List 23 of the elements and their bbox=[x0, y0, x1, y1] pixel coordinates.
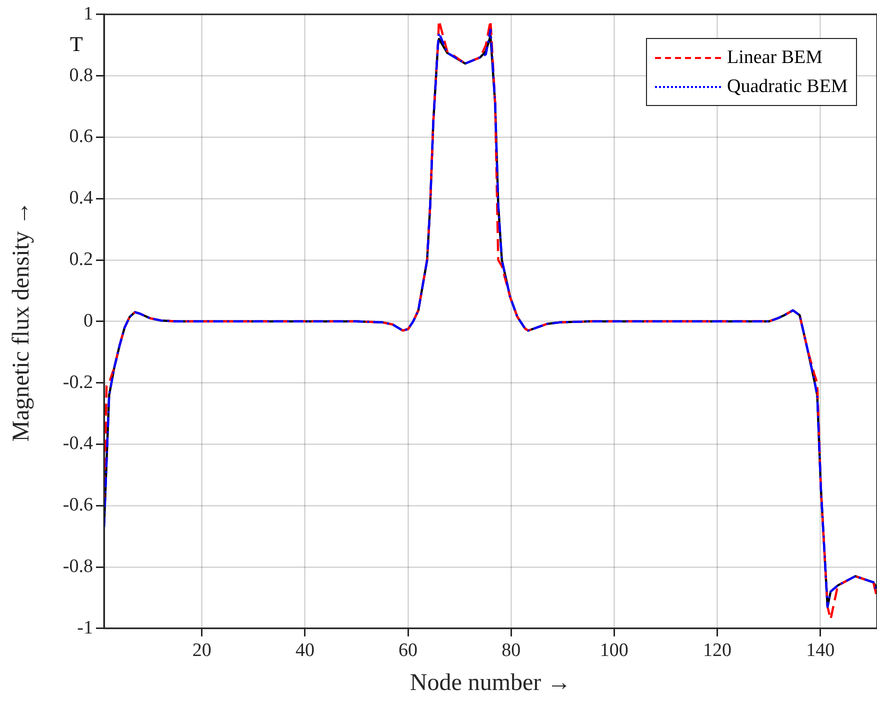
x-tick-label: 60 bbox=[398, 640, 418, 661]
y-tick-label: 0 bbox=[84, 310, 93, 332]
y-tick-label: 0.2 bbox=[69, 248, 93, 270]
y-tick-label: -0.8 bbox=[62, 556, 93, 577]
y-tick-label: -0.4 bbox=[62, 433, 94, 454]
y-tick-label: -0.2 bbox=[62, 372, 93, 393]
y-tick-label: -0.6 bbox=[62, 494, 93, 516]
y-tick-label: 0.8 bbox=[69, 64, 93, 86]
y-tick-label: 0.4 bbox=[69, 188, 94, 209]
legend-label: Linear BEM bbox=[727, 46, 823, 69]
x-tick-label: 100 bbox=[600, 640, 628, 661]
y-tick-label: 1 bbox=[84, 3, 93, 24]
text: T bbox=[70, 32, 83, 58]
x-tick-label: 140 bbox=[806, 640, 835, 661]
y-tick-label: 0.6 bbox=[69, 126, 93, 148]
x-tick-label: 120 bbox=[702, 640, 732, 661]
x-tick-label: 80 bbox=[502, 640, 521, 661]
legend-label: Quadratic BEM bbox=[727, 76, 848, 98]
x-tick-label: 20 bbox=[192, 640, 212, 661]
y-axis-title: Magnetic flux density → bbox=[8, 201, 35, 442]
y-tick-label: -1 bbox=[77, 617, 93, 638]
x-axis-title: Node number → bbox=[410, 670, 572, 696]
x-tick-label: 40 bbox=[295, 640, 314, 661]
